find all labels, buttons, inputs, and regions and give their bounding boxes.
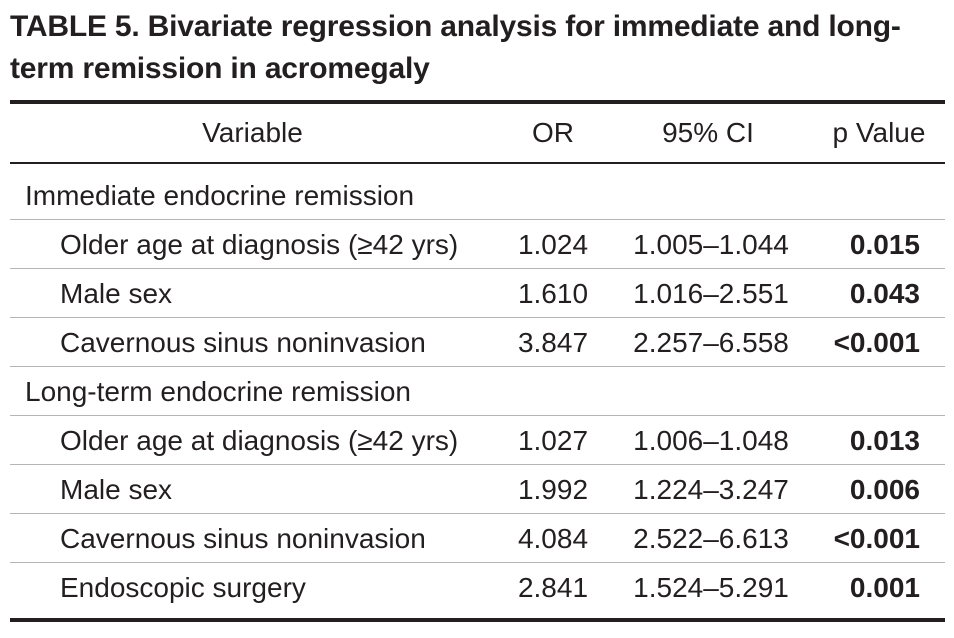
cell-or: 2.841 — [517, 572, 589, 603]
table-row: Male sex 1.610 1.016–2.551 0.043 — [10, 269, 945, 318]
cell-ci: 2.522–6.613 — [633, 523, 789, 554]
cell-or: 1.610 — [517, 278, 589, 309]
header-variable: Variable — [202, 117, 303, 148]
row-divider — [10, 464, 945, 465]
section-label: Long-term endocrine remission — [25, 376, 411, 407]
cell-variable: Endoscopic surgery — [60, 572, 306, 603]
cell-variable: Male sex — [60, 474, 173, 505]
cell-p-value: <0.001 — [833, 523, 920, 554]
section-row-long-term: Long-term endocrine remission — [10, 367, 945, 416]
cell-p-value: 0.015 — [849, 229, 920, 260]
cell-p-value: <0.001 — [833, 327, 920, 358]
cell-ci: 1.224–3.247 — [633, 474, 789, 505]
cell-or: 3.847 — [517, 327, 589, 358]
table-row: Cavernous sinus noninvasion 4.084 2.522–… — [10, 514, 945, 563]
cell-ci: 1.524–5.291 — [633, 572, 789, 603]
cell-ci: 1.006–1.048 — [633, 425, 789, 456]
cell-or: 4.084 — [517, 523, 589, 554]
row-divider — [10, 219, 945, 220]
section-row-immediate: Immediate endocrine remission — [10, 171, 945, 220]
row-divider — [10, 268, 945, 269]
table-row: Endoscopic surgery 2.841 1.524–5.291 0.0… — [10, 563, 945, 612]
row-divider — [10, 366, 945, 367]
section-label: Immediate endocrine remission — [25, 180, 415, 211]
cell-or: 1.024 — [517, 229, 589, 260]
table-row: Older age at diagnosis (≥42 yrs) 1.027 1… — [10, 416, 945, 465]
cell-ci: 1.016–2.551 — [633, 278, 789, 309]
cell-ci: 1.005–1.044 — [633, 229, 789, 260]
cell-p-value: 0.006 — [849, 474, 920, 505]
cell-variable: Cavernous sinus noninvasion — [60, 523, 426, 554]
header-or: OR — [532, 117, 574, 148]
cell-variable: Older age at diagnosis (≥42 yrs) — [60, 229, 459, 260]
cell-variable: Older age at diagnosis (≥42 yrs) — [60, 425, 459, 456]
row-divider — [10, 415, 945, 416]
table-title-line-2: term remission in acromegaly — [10, 52, 430, 85]
table-top-rule — [10, 100, 945, 104]
row-divider — [10, 513, 945, 514]
table-row: Older age at diagnosis (≥42 yrs) 1.024 1… — [10, 220, 945, 269]
cell-p-value: 0.043 — [849, 278, 920, 309]
cell-or: 1.027 — [517, 425, 589, 456]
table-title: TABLE 5. Bivariate regression analysis f… — [10, 6, 940, 90]
row-divider — [10, 317, 945, 318]
cell-or: 1.992 — [517, 474, 589, 505]
cell-variable: Cavernous sinus noninvasion — [60, 327, 426, 358]
row-divider — [10, 562, 945, 563]
table-row: Male sex 1.992 1.224–3.247 0.006 — [10, 465, 945, 514]
cell-p-value: 0.001 — [849, 572, 920, 603]
cell-p-value: 0.013 — [849, 425, 920, 456]
cell-ci: 2.257–6.558 — [633, 327, 789, 358]
table-header-row: Variable OR 95% CI p Value — [10, 104, 945, 153]
table-header-rule — [10, 162, 945, 164]
table-title-line-1: TABLE 5. Bivariate regression analysis f… — [10, 10, 901, 43]
cell-variable: Male sex — [60, 278, 173, 309]
header-p-value: p Value — [832, 117, 926, 148]
header-ci: 95% CI — [662, 117, 754, 148]
table-row: Cavernous sinus noninvasion 3.847 2.257–… — [10, 318, 945, 367]
table-bottom-rule — [10, 618, 945, 622]
